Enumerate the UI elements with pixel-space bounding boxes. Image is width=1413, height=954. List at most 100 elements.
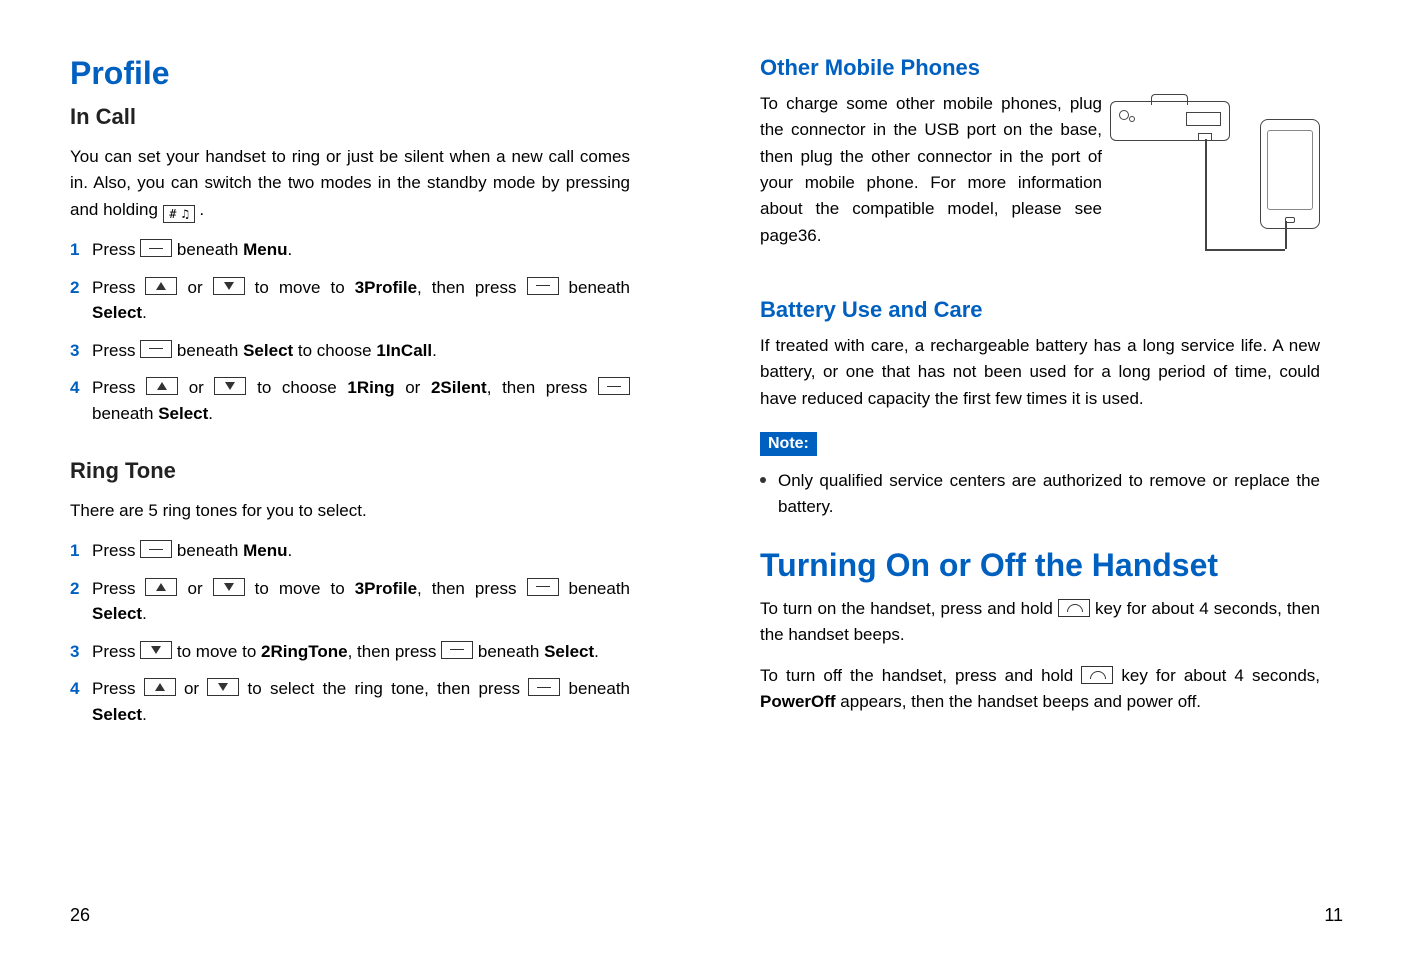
- text: beneath: [473, 642, 544, 661]
- text: to move to: [172, 642, 261, 661]
- select-label: Select: [158, 404, 208, 423]
- profile-heading: Profile: [70, 55, 630, 92]
- base-unit-icon: [1110, 101, 1230, 141]
- text: Press: [92, 278, 145, 297]
- dash-key-icon: [527, 277, 559, 295]
- text: Press: [92, 642, 140, 661]
- down-key-icon: [207, 678, 239, 696]
- text: To turn off the handset, press and hold: [760, 666, 1081, 685]
- silent-label: 2Silent: [431, 378, 487, 397]
- dash-key-icon: [598, 377, 630, 395]
- turn-on-paragraph: To turn on the handset, press and hold k…: [760, 596, 1320, 649]
- menu-label: Menu: [243, 541, 287, 560]
- step-number: 2: [70, 576, 79, 602]
- dash-key-icon: [528, 678, 560, 696]
- up-key-icon: [144, 678, 176, 696]
- select-label: Select: [243, 341, 293, 360]
- text: To turn on the handset, press and hold: [760, 599, 1058, 618]
- note-list: Only qualified service centers are autho…: [760, 468, 1320, 519]
- step-3: 3 Press to move to 2RingTone, then press…: [70, 639, 630, 665]
- text: , then press: [417, 579, 526, 598]
- down-key-icon: [140, 641, 172, 659]
- select-label: Select: [92, 303, 142, 322]
- text: beneath: [172, 240, 243, 259]
- menu-label: Menu: [243, 240, 287, 259]
- step-number: 1: [70, 237, 79, 263]
- other-phones-section: Other Mobile Phones To charge some other…: [760, 55, 1320, 291]
- in-call-heading: In Call: [70, 104, 630, 130]
- text: beneath: [560, 679, 630, 698]
- text: Press: [92, 579, 145, 598]
- step-number: 4: [70, 676, 79, 702]
- turning-on-off-heading: Turning On or Off the Handset: [760, 547, 1320, 584]
- text: beneath: [559, 579, 630, 598]
- text: to choose: [293, 341, 376, 360]
- other-phones-heading: Other Mobile Phones: [760, 55, 1320, 81]
- in-call-intro: You can set your handset to ring or just…: [70, 144, 630, 223]
- step-number: 1: [70, 538, 79, 564]
- step-3: 3 Press beneath Select to choose 1InCall…: [70, 338, 630, 364]
- dash-key-icon: [140, 540, 172, 558]
- text: or: [395, 378, 431, 397]
- down-key-icon: [213, 578, 245, 596]
- text: or: [176, 679, 208, 698]
- page-number-left: 26: [70, 905, 90, 926]
- text: , then press: [487, 378, 598, 397]
- text: beneath: [92, 404, 158, 423]
- text: .: [142, 303, 147, 322]
- step-number: 3: [70, 338, 79, 364]
- text: Press: [92, 541, 140, 560]
- down-key-icon: [214, 377, 246, 395]
- dash-key-icon: [441, 641, 473, 659]
- text: .: [142, 604, 147, 623]
- text: .: [287, 240, 292, 259]
- up-key-icon: [145, 578, 177, 596]
- text: to select the ring tone, then press: [239, 679, 528, 698]
- ringtone-label: 2RingTone: [261, 642, 348, 661]
- step-1: 1 Press beneath Menu.: [70, 237, 630, 263]
- text: appears, then the handset beeps and powe…: [836, 692, 1201, 711]
- text: .: [432, 341, 437, 360]
- step-2: 2 Press or to move to 3Profile, then pre…: [70, 576, 630, 627]
- text: or: [177, 278, 212, 297]
- text: You can set your handset to ring or just…: [70, 147, 630, 219]
- note-badge: Note:: [760, 432, 817, 456]
- manual-page: Profile In Call You can set your handset…: [0, 0, 1413, 785]
- step-number: 2: [70, 275, 79, 301]
- smartphone-icon: [1260, 119, 1320, 229]
- step-4: 4 Press or to choose 1Ring or 2Silent, t…: [70, 375, 630, 426]
- battery-body: If treated with care, a rechargeable bat…: [760, 333, 1320, 412]
- text: to choose: [246, 378, 347, 397]
- text: beneath: [172, 341, 243, 360]
- step-number: 3: [70, 639, 79, 665]
- left-column: Profile In Call You can set your handset…: [70, 55, 630, 755]
- ring-tone-heading: Ring Tone: [70, 458, 630, 484]
- ring-label: 1Ring: [347, 378, 394, 397]
- profile-label: 3Profile: [355, 278, 417, 297]
- text: Press: [92, 240, 140, 259]
- text: , then press: [348, 642, 442, 661]
- text: key for about 4 seconds,: [1113, 666, 1320, 685]
- ring-tone-steps: 1 Press beneath Menu. 2 Press or to move…: [70, 538, 630, 727]
- text: .: [287, 541, 292, 560]
- text: .: [195, 200, 204, 219]
- phone-key-icon: [1081, 666, 1113, 684]
- dash-key-icon: [527, 578, 559, 596]
- text: Press: [92, 679, 144, 698]
- select-label: Select: [92, 604, 142, 623]
- text: .: [594, 642, 599, 661]
- step-2: 2 Press or to move to 3Profile, then pre…: [70, 275, 630, 326]
- select-label: Select: [92, 705, 142, 724]
- text: to move to: [245, 579, 355, 598]
- text: or: [178, 378, 214, 397]
- profile-label: 3Profile: [355, 579, 417, 598]
- poweroff-label: PowerOff: [760, 692, 836, 711]
- text: beneath: [559, 278, 630, 297]
- dash-key-icon: [140, 340, 172, 358]
- text: beneath: [172, 541, 243, 560]
- text: to move to: [245, 278, 355, 297]
- text: .: [142, 705, 147, 724]
- battery-heading: Battery Use and Care: [760, 297, 1320, 323]
- select-label: Select: [544, 642, 594, 661]
- right-column: Other Mobile Phones To charge some other…: [760, 55, 1320, 755]
